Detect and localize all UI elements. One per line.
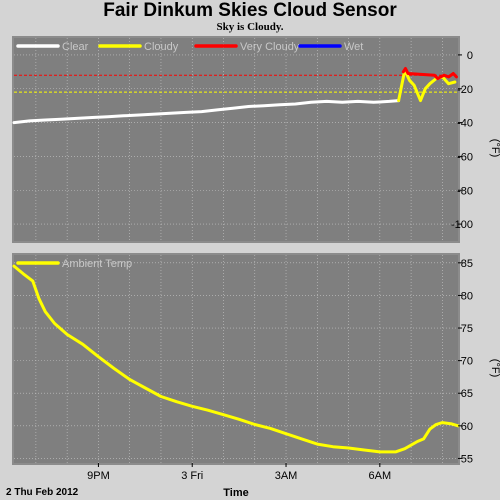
top-gridlines <box>14 38 458 241</box>
bottom-legend: Ambient Temp <box>16 258 132 270</box>
y-tick-label: -20 <box>457 84 473 96</box>
y-tick-label: 55 <box>461 453 473 465</box>
x-tick-label: 6AM <box>369 470 392 482</box>
top-y-axis-label: (°F) <box>489 139 500 157</box>
legend-label: Ambient Temp <box>62 258 132 270</box>
date-label: 2 Thu Feb 2012 <box>6 487 79 498</box>
bottom-y-axis-ticks: 55 60 65 70 75 80 85 <box>458 258 473 465</box>
legend-label: Wet <box>344 41 363 53</box>
series-line-very-cloudy <box>401 67 458 81</box>
x-tick-label: 3 Fri <box>181 470 203 482</box>
x-axis-ticks: 9PM 3 Fri 3AM 6AM <box>87 463 391 482</box>
legend-label: Clear <box>62 41 89 53</box>
y-tick-label: -60 <box>457 151 473 163</box>
top-y-axis-ticks: 0 -20 -40 -60 -80 -100 <box>451 50 473 231</box>
top-legend: Clear Cloudy Very Cloudy Wet <box>16 41 363 53</box>
y-tick-label: -80 <box>457 185 473 197</box>
y-tick-label: -40 <box>457 118 473 130</box>
y-tick-label: -100 <box>451 219 473 231</box>
y-tick-label: 65 <box>461 388 473 400</box>
top-series-lines <box>12 67 458 125</box>
bottom-series-lines <box>12 264 460 454</box>
sky-temperature-chart: Clear Cloudy Very Cloudy Wet 0 -20 -40 -60 -80 -… <box>12 36 500 243</box>
y-tick-label: 70 <box>461 356 473 368</box>
y-tick-label: 60 <box>461 421 473 433</box>
ambient-temperature-chart: Ambient Temp 55 60 65 70 75 80 85 9PM 3 Fri 3AM 6… <box>6 253 500 499</box>
top-threshold-lines <box>14 74 458 93</box>
y-tick-label: 80 <box>461 290 473 302</box>
chart-title: Fair Dinkum Skies Cloud Sensor <box>103 0 397 21</box>
y-tick-label: 0 <box>467 50 473 62</box>
x-tick-label: 9PM <box>87 470 110 482</box>
y-tick-label: 85 <box>461 258 473 270</box>
y-tick-label: 75 <box>461 323 473 335</box>
sky-status-text: Sky is Cloudy. <box>216 21 284 33</box>
top-plot-area <box>14 38 458 241</box>
bottom-gridlines <box>14 255 458 463</box>
bottom-y-axis-label: (°F) <box>489 359 500 377</box>
series-line-clear <box>12 99 401 125</box>
series-line-cloudy <box>397 68 457 103</box>
x-tick-label: 3AM <box>275 470 298 482</box>
series-line-ambient-temp <box>12 264 460 454</box>
legend-label: Cloudy <box>144 41 179 53</box>
bottom-plot-area <box>14 255 458 463</box>
legend-label: Very Cloudy <box>240 41 300 53</box>
x-axis-title: Time <box>223 487 248 499</box>
